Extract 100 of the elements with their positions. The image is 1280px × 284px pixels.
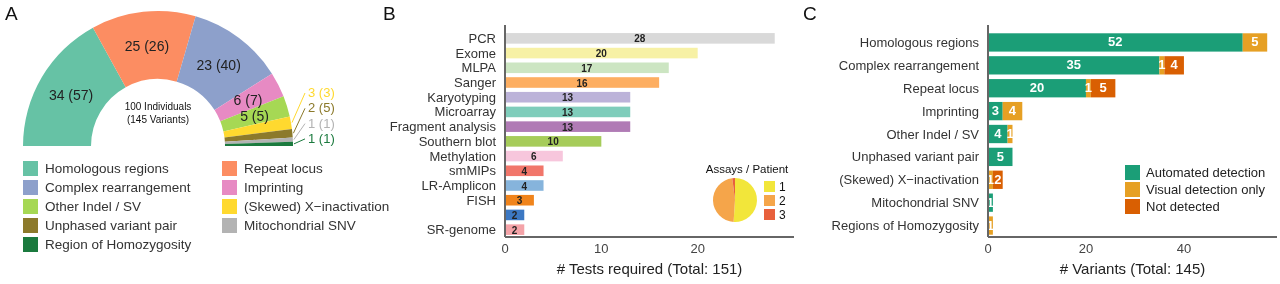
- y-tick-label: PCR: [468, 30, 496, 46]
- data-label: 25 (26): [124, 37, 170, 54]
- y-tick-label: Other Indel / SV: [886, 126, 980, 142]
- data-label: 10: [547, 136, 560, 148]
- y-tick-label: Microarray: [434, 104, 497, 120]
- bar: [988, 56, 1160, 75]
- data-label: 34 (57): [48, 86, 94, 103]
- legend-label: Not detected: [1146, 199, 1220, 214]
- x-tick-label: 20: [690, 241, 705, 256]
- y-tick-label: Mitochondrial SNV: [871, 195, 980, 211]
- legend-label: Complex rearrangement: [45, 180, 191, 195]
- x-tick-label: 20: [1078, 241, 1094, 256]
- y-tick-label: SR-genome: [426, 222, 496, 238]
- x-tick-label: 0: [501, 241, 509, 256]
- data-label: 4: [994, 126, 1003, 141]
- data-label: 2: [511, 224, 518, 236]
- legend-label: Automated detection: [1146, 165, 1266, 180]
- pie-slice: [733, 178, 757, 222]
- y-tick-label: Unphased variant pair: [851, 149, 980, 165]
- y-tick-label: smMIPs: [449, 163, 497, 179]
- bar: [505, 62, 669, 74]
- bar: [505, 165, 544, 177]
- pie-slice: [713, 178, 735, 222]
- data-label: 5: [996, 148, 1004, 164]
- data-label: 52: [1108, 34, 1123, 50]
- x-tick-label: 10: [594, 241, 609, 256]
- data-label: 6 (7): [233, 92, 263, 109]
- legend-label: Unphased variant pair: [45, 218, 178, 233]
- data-label: 5: [1099, 80, 1107, 96]
- legend-label: 2: [779, 194, 786, 208]
- y-tick-label: Karyotyping: [427, 89, 496, 105]
- text: C: [803, 3, 817, 24]
- chart-title: A: [5, 3, 18, 24]
- bar: [505, 180, 544, 191]
- data-label: 1 (1): [308, 130, 335, 146]
- y-tick-label: Fragment analysis: [389, 119, 497, 135]
- x-tick-label: 0: [984, 241, 992, 256]
- bar: [505, 33, 775, 44]
- x-axis-title: # Tests required (Total: 151): [556, 260, 743, 277]
- x-tick-label: 40: [1176, 241, 1192, 256]
- legend-label: (Skewed) X−inactivation: [244, 199, 390, 214]
- bar: [505, 121, 631, 132]
- legend-label: Repeat locus: [244, 161, 324, 176]
- chart-title: B: [383, 3, 396, 24]
- data-label: 4: [521, 165, 528, 177]
- y-tick-label: Imprinting: [921, 103, 979, 119]
- data-label: 5: [1251, 34, 1259, 50]
- y-tick-label: FISH: [466, 192, 496, 208]
- data-label: 2 (5): [308, 100, 335, 116]
- legend-label: Imprinting: [244, 180, 304, 195]
- data-label: 2: [994, 171, 1002, 187]
- y-tick-label: Southern blot: [418, 133, 497, 149]
- data-label: 13: [562, 92, 574, 104]
- data-label: 28: [634, 33, 646, 45]
- legend-label: 3: [779, 208, 786, 222]
- y-tick-label: Complex rearrangement: [838, 57, 980, 73]
- legend-label: Mitochondrial SNV: [244, 218, 356, 233]
- data-label: 13: [562, 121, 574, 133]
- data-label: 16: [576, 77, 589, 89]
- y-tick-label: Sanger: [454, 75, 497, 90]
- data-label: 3 (3): [308, 85, 335, 100]
- data-label: 4: [1008, 103, 1017, 119]
- data-label: 3: [991, 103, 999, 119]
- legend-label: Other Indel / SV: [45, 199, 142, 214]
- bar: [988, 33, 1243, 52]
- bar: [1242, 33, 1268, 52]
- bar: [988, 79, 1086, 98]
- data-label: 35: [1066, 57, 1081, 73]
- y-tick-label: Methylation: [429, 148, 496, 164]
- data-label: 20: [1029, 80, 1045, 96]
- legend-title: Assays / Patient: [705, 163, 790, 175]
- data-label: 4: [521, 180, 528, 192]
- y-tick-label: MLPA: [461, 60, 497, 76]
- data-label: 1: [1158, 57, 1166, 73]
- data-label: 6: [531, 151, 538, 163]
- data-label: 2: [511, 209, 518, 221]
- y-tick-label: Repeat locus: [903, 80, 980, 96]
- text: 100 Individuals (145 Variants): [124, 101, 192, 125]
- bar: [505, 91, 631, 103]
- data-label: 23 (40): [196, 57, 241, 74]
- y-tick-label: LR-Amplicon: [421, 178, 496, 193]
- legend-label: 1: [779, 180, 786, 194]
- data-label: 20: [595, 48, 608, 60]
- data-label: 4: [1170, 57, 1179, 73]
- bar: [505, 136, 602, 147]
- y-tick-label: (Skewed) X−inactivation: [839, 172, 979, 188]
- data-label: 17: [581, 62, 593, 74]
- data-label: 3: [516, 195, 523, 207]
- y-tick-label: Regions of Homozygosity: [831, 218, 980, 234]
- data-label: 13: [562, 106, 574, 118]
- data-label: 5 (5): [240, 108, 269, 125]
- data-label: 1: [1006, 126, 1014, 141]
- legend-label: Homologous regions: [45, 161, 170, 176]
- y-tick-label: Exome: [455, 45, 496, 61]
- data-label: 1 (1): [308, 115, 335, 131]
- y-tick-label: Homologous regions: [859, 34, 980, 50]
- bar: [505, 47, 698, 59]
- legend-label: Visual detection only: [1146, 182, 1266, 197]
- bar: [505, 77, 660, 88]
- legend-label: Region of Homozygosity: [45, 237, 192, 252]
